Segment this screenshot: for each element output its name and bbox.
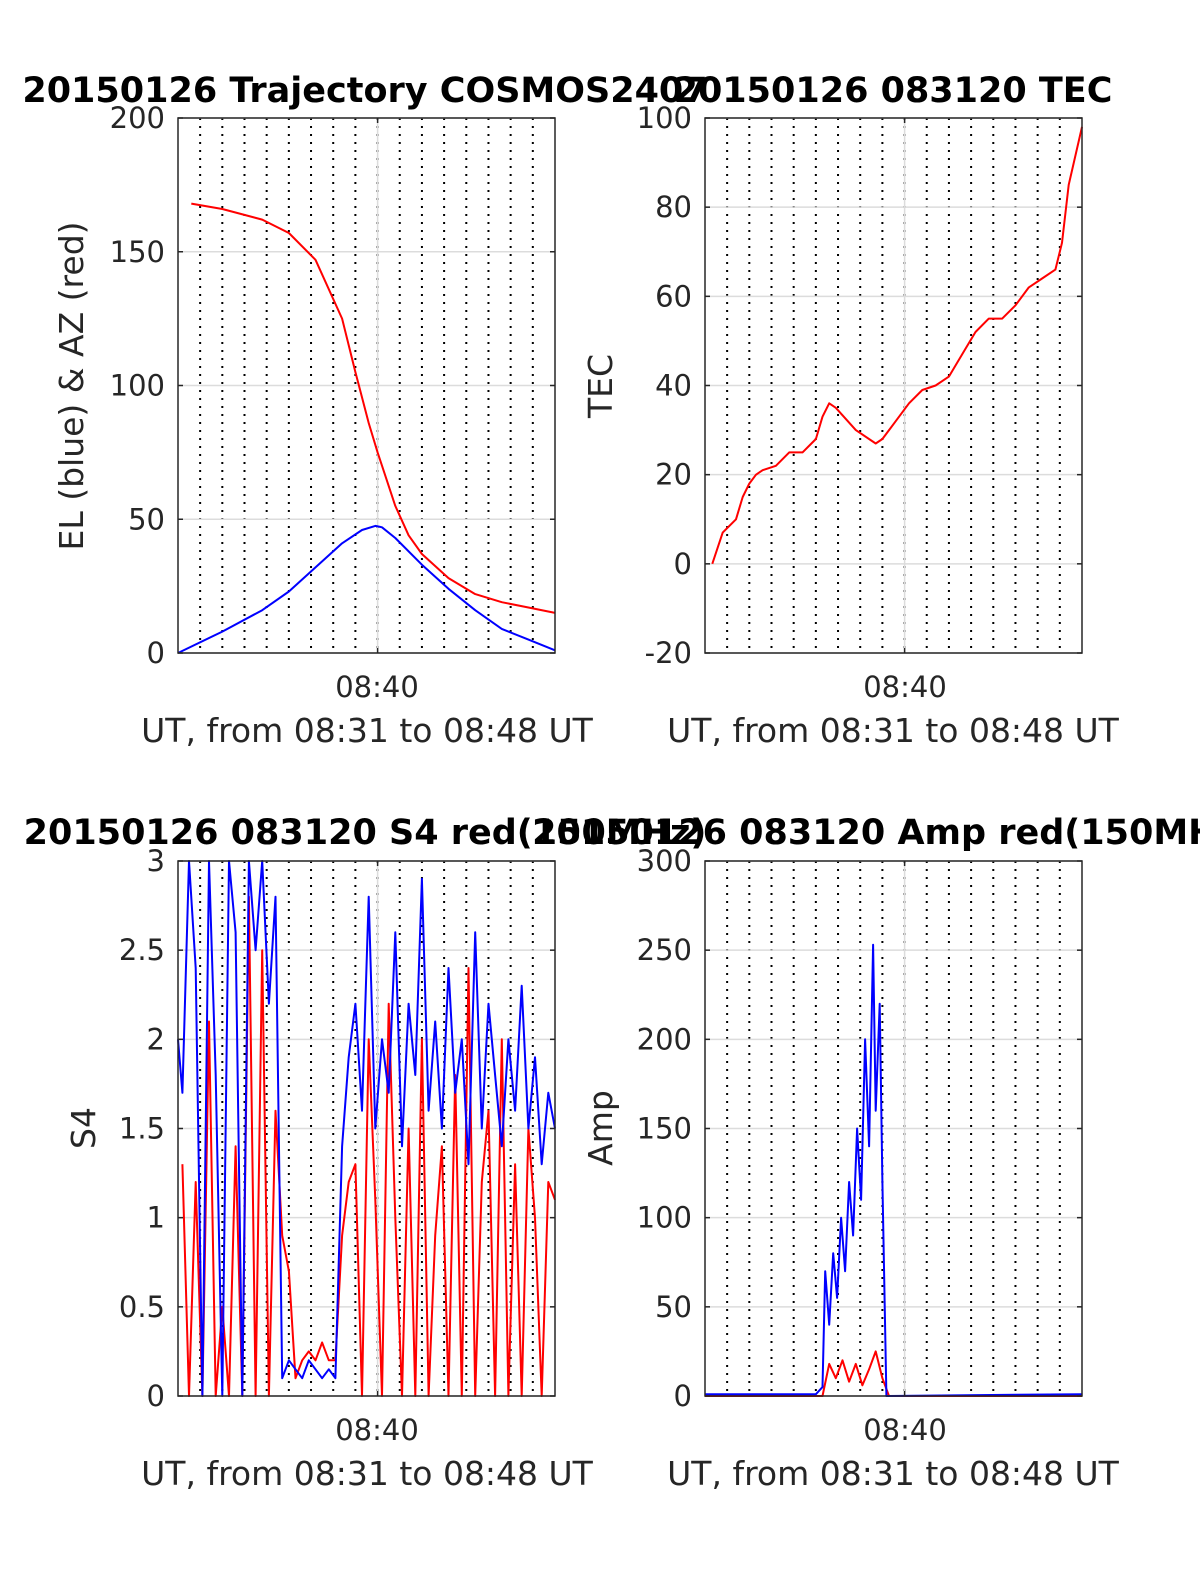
- tec-plot-area: -20 0 20 40 60 80 100: [637, 101, 1083, 670]
- trajectory-series-line-0: [191, 202, 556, 614]
- s4-series-line-1: [177, 860, 556, 1397]
- tec-y-tick-label: 80: [655, 190, 692, 224]
- tec-y-axis-label: TEC: [581, 354, 620, 419]
- trajectory-y-tick-label: 50: [128, 502, 165, 536]
- tec-x-tick-label: 08:40: [863, 670, 947, 704]
- tec-y-tick-label: -20: [645, 636, 692, 670]
- s4-y-tick-label: 2: [147, 1022, 165, 1056]
- trajectory-x-axis-label: UT, from 08:31 to 08:48 UT: [141, 711, 594, 750]
- trajectory-y-tick-label: 100: [110, 369, 165, 403]
- trajectory-y-tick-label: 200: [110, 101, 165, 135]
- trajectory-y-tick-label: 0: [147, 636, 165, 670]
- s4-y-tick-label: 0: [147, 1379, 165, 1413]
- s4-x-axis-label: UT, from 08:31 to 08:48 UT: [141, 1454, 594, 1493]
- s4-panel: 20150126 083120 S4 red(150MHz) 0 0.5 1 1.5 2…: [24, 813, 707, 1493]
- s4-x-tick-label: 08:40: [335, 1413, 419, 1447]
- s4-y-tick-label: 1: [147, 1201, 165, 1235]
- s4-y-axis-label: S4: [64, 1107, 103, 1149]
- amp-y-tick-label: 50: [655, 1290, 692, 1324]
- tec-y-tick-label: 0: [674, 547, 692, 581]
- trajectory-y-tick-label: 150: [110, 235, 165, 269]
- tec-y-tick-label: 60: [655, 279, 692, 313]
- amp-y-tick-label: 100: [637, 1201, 692, 1235]
- trajectory-title: 20150126 Trajectory COSMOS2407: [22, 71, 707, 111]
- amp-x-axis-label: UT, from 08:31 to 08:48 UT: [667, 1454, 1120, 1493]
- amp-plot-area: 0 50 100 150 200 250 300: [637, 844, 1083, 1413]
- amp-y-tick-label: 200: [637, 1022, 692, 1056]
- s4-y-tick-label: 3: [147, 844, 165, 878]
- tec-x-axis-label: UT, from 08:31 to 08:48 UT: [667, 711, 1120, 750]
- tec-y-tick-label: 20: [655, 458, 692, 492]
- s4-plot-area: 0 0.5 1 1.5 2 2.5 3: [119, 844, 556, 1413]
- amp-y-tick-label: 250: [637, 933, 692, 967]
- trajectory-panel: 20150126 Trajectory COSMOS2407 0 50 100 150…: [22, 71, 707, 750]
- trajectory-plot-area: 0 50 100 150 200: [110, 101, 556, 670]
- s4-y-tick-label: 1.5: [119, 1112, 165, 1146]
- trajectory-series-line-1: [177, 524, 556, 654]
- amp-x-tick-label: 08:40: [863, 1413, 947, 1447]
- tec-title: 20150126 083120 TEC: [674, 71, 1113, 111]
- amp-y-tick-label: 300: [637, 844, 692, 878]
- trajectory-y-axis-label: EL (blue) & AZ (red): [52, 221, 91, 550]
- s4-y-tick-label: 0.5: [119, 1290, 165, 1324]
- amp-panel: 20150126 083120 Amp red(150MHz) 0 50 100 15…: [532, 813, 1200, 1493]
- amp-series-line-1: [705, 943, 1083, 1397]
- trajectory-x-tick-label: 08:40: [335, 670, 419, 704]
- s4-y-tick-label: 2.5: [119, 933, 165, 967]
- amp-y-axis-label: Amp: [581, 1090, 620, 1166]
- tec-y-tick-label: 40: [655, 369, 692, 403]
- amp-y-tick-label: 0: [674, 1379, 692, 1413]
- tec-series-line-0: [711, 126, 1083, 565]
- s4-title: 20150126 083120 S4 red(150MHz): [24, 813, 707, 853]
- amp-title: 20150126 083120 Amp red(150MHz): [532, 813, 1200, 853]
- amp-series-line-0: [705, 1350, 1082, 1397]
- tec-y-tick-label: 100: [637, 101, 692, 135]
- amp-y-tick-label: 150: [637, 1112, 692, 1146]
- tec-panel: 20150126 083120 TEC -20 0 20 40 60 80 100 08:4…: [581, 71, 1120, 750]
